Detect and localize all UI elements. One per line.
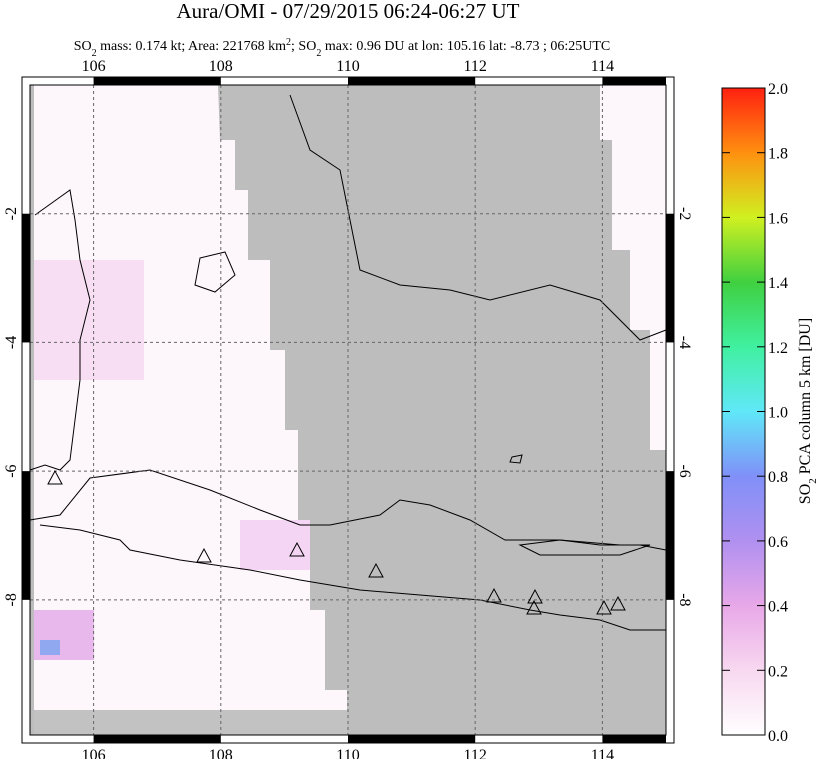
- colorbar-tick-label: 1.8: [768, 146, 788, 163]
- lat-tick-label: -4: [3, 336, 20, 349]
- lon-tick-label: 106: [82, 58, 106, 75]
- no-data-region: [30, 710, 350, 735]
- lon-tick-label: 114: [591, 747, 614, 759]
- volcano-marker: [486, 587, 502, 603]
- lon-tick-label: 108: [209, 58, 233, 75]
- coastline: [289, 94, 667, 341]
- frame-bar: [22, 471, 30, 600]
- colorbar-tick-label: 0.4: [768, 599, 788, 616]
- map: [29, 84, 667, 736]
- text-part: 2: [316, 48, 321, 59]
- colorbar-tick-label: 1.0: [768, 405, 788, 422]
- volcano-marker: [196, 547, 212, 563]
- text-part: PCA column 5 km [DU]: [797, 318, 814, 478]
- text-part: 2: [92, 48, 97, 59]
- text-part: SO: [74, 39, 92, 54]
- colorbar-tick-label: 0.6: [768, 534, 788, 551]
- colorbar-tick-label: 1.2: [768, 340, 788, 357]
- text-part: SO: [797, 484, 814, 504]
- frame-bar: [602, 77, 666, 85]
- text-part: ; SO: [291, 39, 316, 54]
- volcanoes: [47, 469, 626, 615]
- lon-tick-label: 112: [463, 58, 486, 75]
- lon-tick-label: 108: [209, 747, 233, 759]
- frame-bar: [666, 471, 674, 600]
- lat-tick-label: -6: [676, 464, 693, 477]
- text-part: max: 0.96 DU at lon: 105.16 lat: -8.73 ;…: [321, 39, 610, 54]
- grid: [30, 85, 666, 735]
- frame-bar: [666, 213, 674, 343]
- lon-tick-label: 106: [82, 747, 106, 759]
- coastline: [29, 189, 91, 471]
- no-data-region: [218, 85, 666, 735]
- lon-tick-label: 110: [336, 58, 359, 75]
- lat-tick-label: -6: [3, 464, 20, 477]
- volcano-marker: [596, 599, 612, 615]
- subtitle: SO2 mass: 0.174 kt; Area: 221768 km2; SO…: [74, 37, 611, 59]
- volcano-marker: [289, 541, 305, 557]
- coastline: [39, 524, 666, 631]
- lat-tick-label: -2: [676, 207, 693, 220]
- so2-patch: [240, 520, 310, 570]
- lon-tick-label: 112: [463, 747, 486, 759]
- colorbar-tick-label: 1.6: [768, 210, 788, 227]
- frame-bar: [348, 735, 476, 743]
- lon-tick-label: 110: [336, 747, 359, 759]
- frame-ticks: 106 106 108 108 110 110 112 112 114 114 -2 -2 -4 -4 -6…: [3, 58, 693, 759]
- lat-tick-label: -4: [676, 336, 693, 349]
- colorbar-tick-label: 0.0: [768, 728, 788, 745]
- frame-outline: [21, 76, 675, 744]
- no-data-region: [30, 85, 34, 735]
- text-part: mass: 0.174 kt; Area: 221768 km: [97, 39, 286, 54]
- frame-bar: [22, 213, 30, 343]
- frame-bar: [93, 735, 221, 743]
- volcano-marker: [368, 562, 384, 578]
- coastline: [29, 469, 667, 551]
- coastline: [518, 539, 651, 556]
- colorbar-label: SO2 PCA column 5 km [DU]: [797, 318, 819, 504]
- volcano-marker: [526, 599, 542, 615]
- colorbar-tick-label: 1.4: [768, 275, 788, 292]
- lon-tick-label: 114: [591, 58, 614, 75]
- coastline: [509, 454, 523, 464]
- volcano-marker: [47, 469, 63, 485]
- volcano-marker: [610, 595, 626, 611]
- title: Aura/OMI - 07/29/2015 06:24-06:27 UT: [177, 0, 520, 23]
- text-part: 2: [286, 37, 291, 48]
- colorbar-tick-label: 0.8: [768, 469, 788, 486]
- so2-patch: [34, 260, 144, 380]
- frame-bar: [93, 77, 221, 85]
- colorbar-tick-label: 2.0: [768, 81, 788, 98]
- frame-bar: [602, 735, 666, 743]
- text-part: 2: [807, 478, 819, 484]
- lat-tick-label: -2: [3, 207, 20, 220]
- lat-tick-label: -8: [676, 593, 693, 606]
- frame-bar: [348, 77, 476, 85]
- colorbar-tick-label: 0.2: [768, 663, 788, 680]
- lat-tick-label: -8: [3, 593, 20, 606]
- so2-patch: [40, 640, 60, 655]
